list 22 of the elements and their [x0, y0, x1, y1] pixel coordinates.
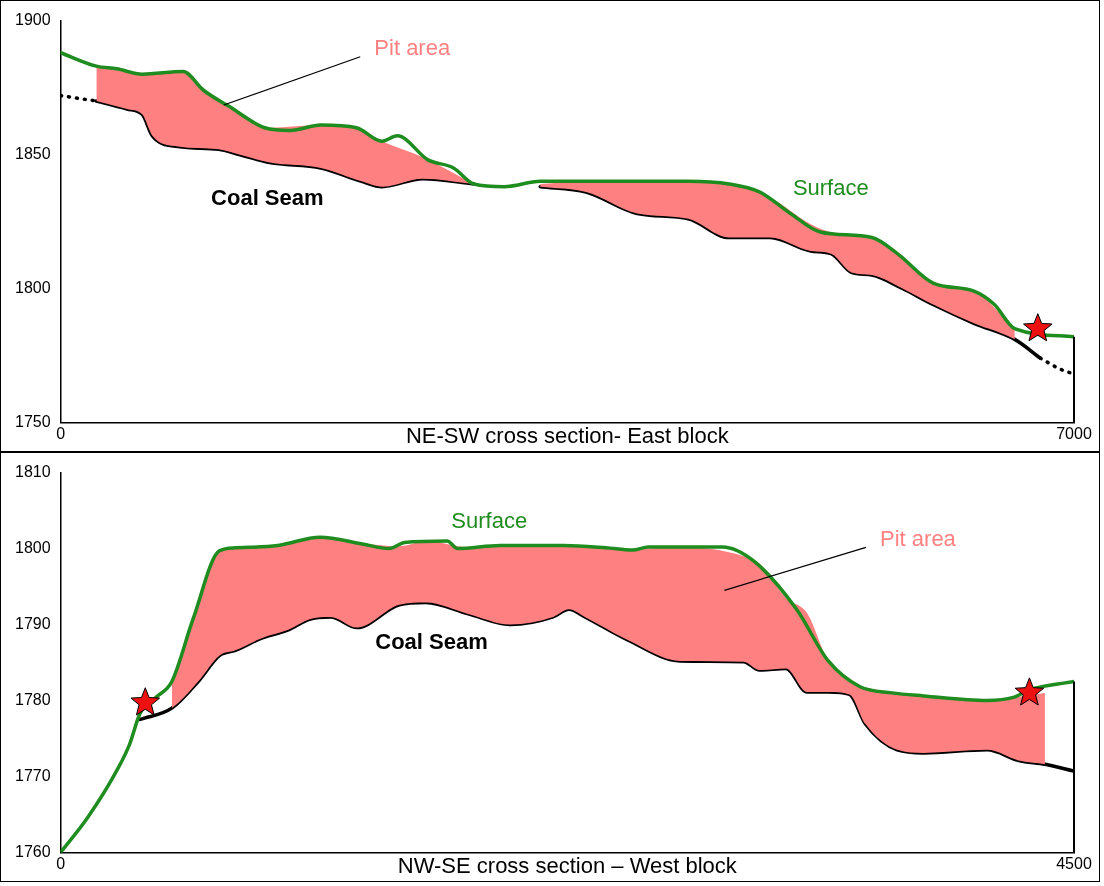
- series-label: Coal Seam: [211, 185, 324, 211]
- y-tick-label: 1760: [15, 842, 51, 860]
- x-axis-title: NW-SE cross section – West block: [397, 852, 738, 878]
- x-tick-label: 7000: [1056, 425, 1092, 443]
- series-label: Surface: [792, 175, 869, 201]
- y-tick-label: 1810: [15, 463, 51, 481]
- series-label: Coal Seam: [375, 629, 488, 655]
- text: Pit area: [880, 525, 957, 551]
- y-tick-label: 1800: [15, 278, 51, 296]
- y-tick-label: 1770: [15, 766, 51, 784]
- y-tick-label: 1900: [15, 11, 51, 29]
- x-tick-label: 0: [56, 855, 66, 873]
- y-tick-label: 1790: [15, 614, 51, 632]
- y-tick-label: 1780: [15, 690, 51, 708]
- y-tick-label: 1800: [15, 538, 51, 556]
- y-tick-label: 1750: [15, 412, 51, 430]
- y-tick-label: 1850: [15, 144, 51, 162]
- text: Pit area: [374, 34, 451, 60]
- x-axis-title: NE-SW cross section- East block: [405, 422, 730, 448]
- x-tick-label: 4500: [1056, 855, 1092, 873]
- x-tick-label: 0: [56, 425, 66, 443]
- series-label: Surface: [451, 508, 528, 534]
